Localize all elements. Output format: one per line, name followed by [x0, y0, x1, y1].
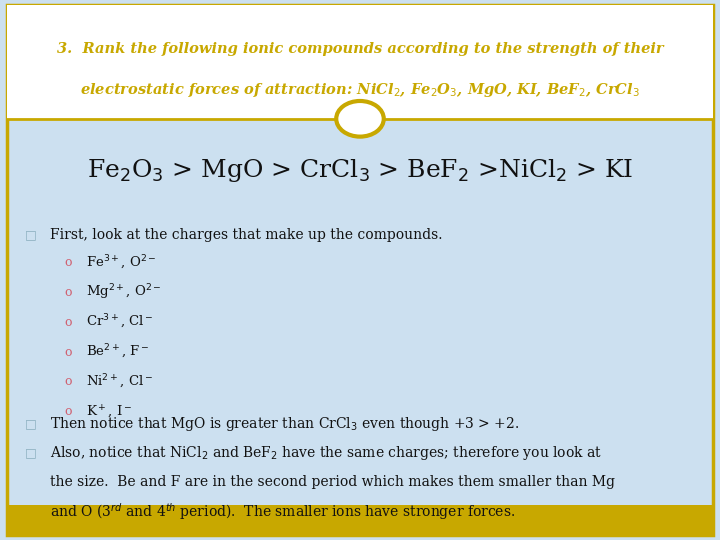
- Text: Cr$^{3+}$, Cl$^-$: Cr$^{3+}$, Cl$^-$: [86, 313, 154, 332]
- Text: 3.  Rank the following ionic compounds according to the strength of their: 3. Rank the following ionic compounds ac…: [57, 42, 663, 56]
- Text: K$^+$, I$^-$: K$^+$, I$^-$: [86, 403, 132, 420]
- Text: and O (3$^{rd}$ and 4$^{th}$ period).  The smaller ions have stronger forces.: and O (3$^{rd}$ and 4$^{th}$ period). Th…: [50, 502, 516, 522]
- Text: Fe$_2$O$_3$ > MgO > CrCl$_3$ > BeF$_2$ >NiCl$_2$ > KI: Fe$_2$O$_3$ > MgO > CrCl$_3$ > BeF$_2$ >…: [87, 157, 633, 184]
- Text: o: o: [65, 346, 72, 359]
- Text: o: o: [65, 405, 72, 418]
- Text: First, look at the charges that make up the compounds.: First, look at the charges that make up …: [50, 228, 443, 242]
- Text: Mg$^{2+}$, O$^{2-}$: Mg$^{2+}$, O$^{2-}$: [86, 283, 162, 302]
- Text: o: o: [65, 256, 72, 269]
- Text: □: □: [25, 417, 37, 430]
- Text: Be$^{2+}$, F$^-$: Be$^{2+}$, F$^-$: [86, 343, 150, 361]
- Text: o: o: [65, 375, 72, 388]
- FancyBboxPatch shape: [7, 505, 713, 535]
- Circle shape: [336, 101, 384, 137]
- Text: □: □: [25, 446, 37, 459]
- Text: Ni$^{2+}$, Cl$^-$: Ni$^{2+}$, Cl$^-$: [86, 373, 153, 391]
- Text: the size.  Be and F are in the second period which makes them smaller than Mg: the size. Be and F are in the second per…: [50, 475, 616, 489]
- Text: o: o: [65, 286, 72, 299]
- Text: □: □: [25, 228, 37, 241]
- Text: Then notice that MgO is greater than CrCl$_3$ even though +3 > +2.: Then notice that MgO is greater than CrC…: [50, 415, 520, 433]
- Text: Fe$^{3+}$, O$^{2-}$: Fe$^{3+}$, O$^{2-}$: [86, 254, 157, 272]
- Text: electrostatic forces of attraction: NiCl$_2$, Fe$_2$O$_3$, MgO, KI, BeF$_2$, CrC: electrostatic forces of attraction: NiCl…: [80, 81, 640, 99]
- Text: Also, notice that NiCl$_2$ and BeF$_2$ have the same charges; therefore you look: Also, notice that NiCl$_2$ and BeF$_2$ h…: [50, 443, 603, 462]
- Text: o: o: [65, 316, 72, 329]
- FancyBboxPatch shape: [7, 5, 713, 119]
- FancyBboxPatch shape: [7, 5, 713, 535]
